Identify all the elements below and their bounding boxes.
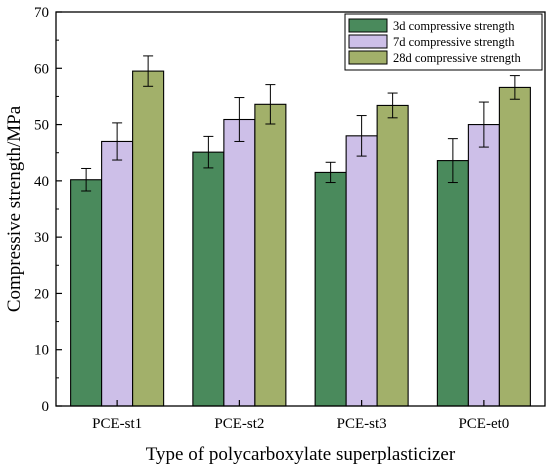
y-axis-title: Compressive strength/MPa [4,105,25,312]
y-tick-label: 40 [34,174,49,190]
x-axis-ticks: PCE-st1 PCE-st2 PCE-st3 PCE-et0 [92,400,509,432]
legend-label-3: 28d compressive strength [393,51,522,65]
x-tick-label: PCE-st2 [214,416,264,432]
bar-1-4 [436,160,469,407]
bar-2-4 [467,124,500,407]
bars-layer [70,70,531,407]
x-tick-label: PCE-st1 [92,416,142,432]
bar-2-3 [345,135,378,407]
x-tick-label: PCE-et0 [458,416,509,432]
bar-1-2 [192,151,225,407]
y-tick-label: 0 [42,399,50,415]
y-tick-label: 10 [34,343,49,359]
x-tick-label: PCE-st3 [337,416,387,432]
bar-3-2 [254,103,287,407]
legend: 3d compressive strength 7d compressive st… [344,13,543,71]
bar-3-1 [132,70,165,407]
legend-label-1: 3d compressive strength [393,19,515,33]
bar-3-3 [376,104,409,407]
legend-swatch-2 [348,34,388,49]
y-tick-label: 60 [34,61,49,77]
y-tick-label: 30 [34,230,49,246]
legend-swatch-3 [348,50,388,65]
y-tick-label: 70 [34,5,49,21]
error-bars-layer [81,55,520,192]
legend-label-2: 7d compressive strength [393,35,515,49]
bar-1-3 [314,171,347,407]
bar-1-1 [70,179,103,407]
bar-2-2 [223,118,256,407]
x-axis-title: Type of polycarboxylate superplasticizer [146,444,456,465]
y-tick-label: 20 [34,286,49,302]
bar-3-4 [498,86,531,407]
legend-swatch-1 [348,18,388,33]
y-tick-label: 50 [34,118,49,134]
y-axis-ticks: 0 10 20 30 40 50 60 70 [34,5,62,415]
bar-2-1 [101,140,134,407]
